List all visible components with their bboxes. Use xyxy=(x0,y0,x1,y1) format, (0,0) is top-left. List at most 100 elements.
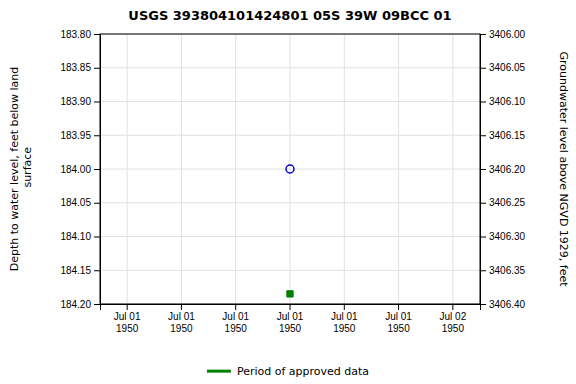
grid xyxy=(100,34,480,304)
tick: Jul 011950 xyxy=(114,304,141,334)
tick: Jul 011950 xyxy=(222,304,249,334)
tick: 183.85 xyxy=(60,62,100,73)
tick-mark xyxy=(127,304,128,310)
tick-label: 3406.00 xyxy=(489,29,526,40)
legend-label: Period of approved data xyxy=(237,365,369,378)
tick-label: 3406.15 xyxy=(489,130,526,141)
text-line: Jul 01 xyxy=(277,311,304,322)
tick: 3406.20 xyxy=(480,164,526,175)
text-line: Depth to water level, feet below land xyxy=(8,67,21,272)
tick-mark xyxy=(94,270,100,271)
tick-mark xyxy=(480,34,486,35)
grid-line xyxy=(100,67,480,68)
tick-mark xyxy=(94,237,100,238)
axis-line xyxy=(94,35,101,305)
text-line: Jul 02 xyxy=(440,311,467,322)
text-line: 1950 xyxy=(170,323,193,334)
legend-swatch xyxy=(207,370,231,373)
tick-label: Jul 011950 xyxy=(385,311,412,334)
tick: 184.05 xyxy=(60,197,100,208)
legend-entry: Period of approved data xyxy=(207,365,369,378)
point xyxy=(286,165,294,173)
grid-line xyxy=(100,202,480,203)
tick-label: 3406.40 xyxy=(489,299,526,310)
tick: 183.95 xyxy=(60,130,100,141)
text-line: 1950 xyxy=(116,323,139,334)
text-line: 1950 xyxy=(279,323,302,334)
tick: 184.15 xyxy=(60,265,100,276)
tick-label: 184.10 xyxy=(60,231,91,242)
tick-mark xyxy=(290,304,291,310)
tick-label: 184.20 xyxy=(60,299,91,310)
grid-line xyxy=(100,236,480,237)
text-line: surface xyxy=(21,147,34,191)
tick-mark xyxy=(480,169,486,170)
tick-label: 3406.10 xyxy=(489,96,526,107)
plot-area: Jul 011950Jul 011950Jul 011950Jul 011950… xyxy=(60,29,525,334)
tick: 3406.00 xyxy=(480,29,526,40)
y-axis-title: Depth to water level, feet below land su… xyxy=(8,67,34,272)
tick: 3406.35 xyxy=(480,265,526,276)
axis-line xyxy=(481,35,487,305)
tick-mark xyxy=(181,304,182,310)
text-line: Jul 01 xyxy=(168,311,195,322)
tick-label: 184.00 xyxy=(60,164,91,175)
tick-label: 183.85 xyxy=(60,62,91,73)
series xyxy=(287,291,293,297)
text-line: 1950 xyxy=(387,323,410,334)
tick-mark xyxy=(94,304,100,305)
tick-mark xyxy=(480,203,486,204)
tick-label: Jul 011950 xyxy=(114,311,141,334)
tick-mark xyxy=(94,135,100,136)
text-line: Jul 01 xyxy=(222,311,249,322)
tick-mark xyxy=(480,68,486,69)
tick-label: 3406.20 xyxy=(489,164,526,175)
tick: 183.90 xyxy=(60,96,100,107)
tick: Jul 011950 xyxy=(277,304,304,334)
marks xyxy=(286,165,294,297)
tick-label: Jul 011950 xyxy=(168,311,195,334)
tick-label: Jul 011950 xyxy=(331,311,358,334)
grid-line xyxy=(100,101,480,102)
tick: Jul 011950 xyxy=(331,304,358,334)
tick-mark xyxy=(94,68,100,69)
tick-mark xyxy=(452,304,453,310)
tick: 184.20 xyxy=(60,299,100,310)
tick-label: Jul 021950 xyxy=(440,311,467,334)
tick-mark xyxy=(398,304,399,310)
tick-mark xyxy=(480,237,486,238)
axis-line xyxy=(101,305,481,311)
tick-label: 3406.30 xyxy=(489,231,526,242)
grid-line xyxy=(100,135,480,136)
text-line: Jul 01 xyxy=(385,311,412,322)
tick-mark xyxy=(94,34,100,35)
text-line: 1950 xyxy=(225,323,248,334)
tick-label: 183.80 xyxy=(60,29,91,40)
tick-label: Jul 011950 xyxy=(277,311,304,334)
y2-axis: 3406.40 3406.35 3406.30 3406.25 3406.20 3406.… xyxy=(480,29,526,310)
tick-mark xyxy=(480,270,486,271)
grid-line xyxy=(100,169,480,170)
tick-mark xyxy=(235,304,236,310)
tick: 3406.10 xyxy=(480,96,526,107)
tick-mark xyxy=(94,102,100,103)
tick: 3406.25 xyxy=(480,197,526,208)
tick-label: 183.95 xyxy=(60,130,91,141)
tick: 183.80 xyxy=(60,29,100,40)
tick-label: 184.05 xyxy=(60,197,91,208)
tick-label: 183.90 xyxy=(60,96,91,107)
tick: Jul 011950 xyxy=(385,304,412,334)
tick-mark xyxy=(344,304,345,310)
tick-label: 3406.35 xyxy=(489,265,526,276)
tick: 184.00 xyxy=(60,164,100,175)
series xyxy=(286,165,294,173)
tick-label: 3406.05 xyxy=(489,62,526,73)
grid-line xyxy=(100,270,480,271)
text-line: 1950 xyxy=(333,323,356,334)
tick: 3406.05 xyxy=(480,62,526,73)
tick-mark xyxy=(94,169,100,170)
text-line: Jul 01 xyxy=(114,311,141,322)
legend: Period of approved data xyxy=(207,365,369,378)
plot-frame xyxy=(100,34,480,304)
tick-label: Jul 011950 xyxy=(222,311,249,334)
